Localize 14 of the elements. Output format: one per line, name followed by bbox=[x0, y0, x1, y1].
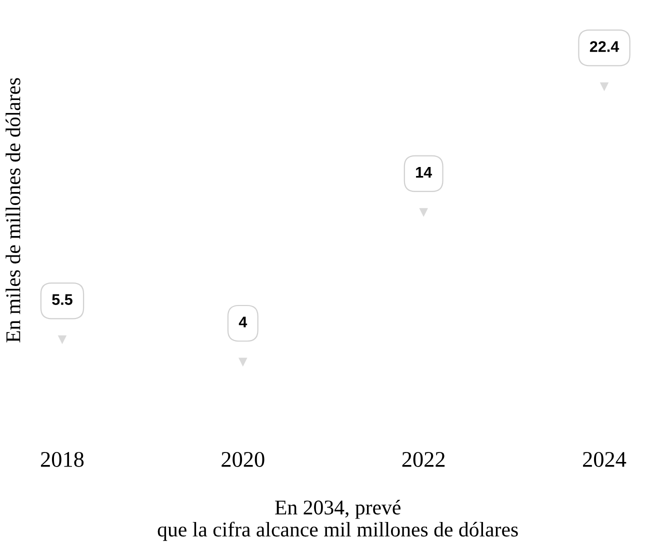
data-label: 14 bbox=[416, 167, 432, 178]
x-tick-label: 2018 bbox=[40, 452, 84, 467]
data-label: 5.5 bbox=[52, 294, 72, 305]
point bbox=[419, 208, 428, 217]
data-label: 4 bbox=[238, 316, 248, 328]
point bbox=[600, 82, 609, 92]
point bbox=[238, 358, 248, 367]
data-label: 22.4 bbox=[590, 41, 620, 52]
x-tick-label: 2020 bbox=[222, 452, 264, 467]
point bbox=[58, 335, 67, 344]
text: En 2034, prevé que la cifra alcance mil millones de dólares bbox=[158, 500, 518, 541]
x-tick-label: 2024 bbox=[583, 452, 626, 467]
y-axis-title: En miles de millones de dólares bbox=[6, 78, 20, 342]
x-tick-label: 2022 bbox=[402, 452, 445, 467]
